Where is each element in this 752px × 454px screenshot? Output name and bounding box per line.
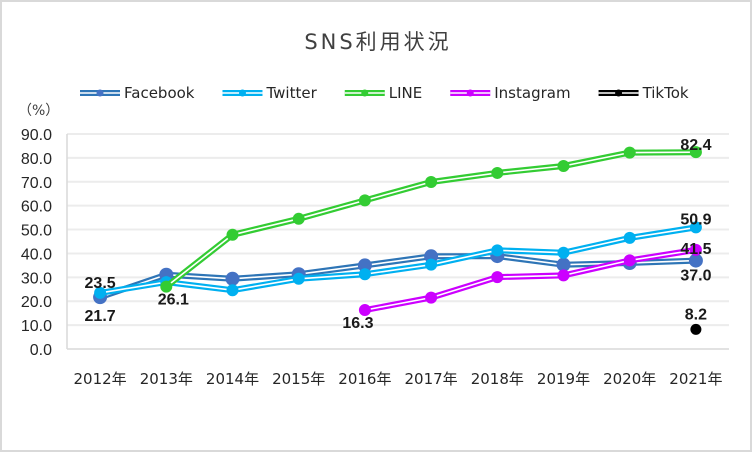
- series-tiktok: [690, 323, 702, 335]
- data-label-twitter: 23.5: [85, 275, 116, 292]
- data-point-twitter: [226, 284, 239, 297]
- series-line-gap-twitter: [99, 226, 697, 294]
- gridlines: [66, 133, 729, 350]
- legend-label-facebook: Facebook: [124, 84, 195, 102]
- x-tick-label: 2021年: [669, 370, 722, 388]
- legend-label-twitter: Twitter: [265, 84, 317, 102]
- data-point-instagram: [557, 269, 570, 282]
- series-group: [93, 146, 703, 335]
- y-tick-label: 30.0: [21, 270, 52, 287]
- y-tick-label: 0.0: [30, 342, 52, 359]
- x-tick-label: 2013年: [140, 370, 193, 388]
- y-axis-unit-label: （%）: [18, 103, 59, 119]
- data-point-twitter: [425, 258, 438, 271]
- data-label-instagram: 41.5: [680, 241, 711, 258]
- data-point-twitter: [94, 286, 107, 299]
- legend-marker-tiktok: [615, 89, 623, 97]
- data-point-facebook: [556, 257, 571, 272]
- y-tick-label: 70.0: [21, 175, 52, 192]
- legend-label-instagram: Instagram: [494, 84, 570, 102]
- series-line: [160, 146, 702, 293]
- series-line-gap-instagram: [364, 249, 697, 311]
- y-tick-label: 40.0: [21, 246, 52, 263]
- data-label-line: 26.1: [158, 292, 189, 309]
- data-point-line: [292, 212, 305, 225]
- x-tick-label: 2012年: [74, 370, 127, 388]
- legend-marker-line: [361, 89, 369, 97]
- legend-marker-facebook: [96, 89, 104, 97]
- legend-label-tiktok: TikTok: [642, 84, 689, 102]
- y-tick-label: 90.0: [21, 127, 52, 144]
- x-tick-label: 2014年: [206, 370, 259, 388]
- legend-marker-instagram: [466, 89, 474, 97]
- y-tick-label: 80.0: [21, 151, 52, 168]
- data-label-instagram: 16.3: [342, 315, 373, 332]
- legend-item-line: LINE: [344, 84, 422, 102]
- data-point-line: [623, 146, 636, 159]
- data-point-facebook: [357, 258, 372, 273]
- data-point-twitter: [689, 221, 702, 234]
- data-point-twitter: [557, 246, 570, 259]
- x-tick-label: 2016年: [338, 370, 391, 388]
- y-tick-label: 20.0: [21, 294, 52, 311]
- y-axis-ticks: 0.0 10.0 20.0 30.0 40.0 50.0 60.0 70.0 80.0 90.0: [21, 127, 52, 359]
- data-labels: 21.7 37.0 23.5 50.9 26.1 82.4 16.3 41.5 8.2: [85, 137, 712, 332]
- legend-item-tiktok: TikTok: [598, 84, 689, 102]
- data-point-instagram: [689, 243, 702, 256]
- data-point-instagram: [425, 291, 438, 304]
- data-point-twitter: [292, 272, 305, 285]
- legend-label-line: LINE: [389, 84, 422, 102]
- chart-title: SNS利用状況: [304, 30, 451, 54]
- data-point-line: [358, 194, 371, 207]
- x-tick-label: 2020年: [603, 370, 656, 388]
- data-point-line: [425, 176, 438, 189]
- data-point-facebook: [225, 271, 240, 286]
- data-point-twitter: [623, 231, 636, 244]
- y-tick-label: 60.0: [21, 199, 52, 216]
- legend-item-instagram: Instagram: [450, 84, 571, 102]
- x-tick-label: 2018年: [471, 370, 524, 388]
- data-point-tiktok: [690, 323, 702, 335]
- data-point-line: [226, 228, 239, 241]
- y-tick-label: 10.0: [21, 318, 52, 335]
- series-line-gap-facebook: [99, 255, 696, 298]
- x-tick-label: 2017年: [405, 370, 458, 388]
- data-point-twitter: [491, 244, 504, 257]
- data-label-twitter: 50.9: [680, 211, 711, 228]
- data-label-tiktok: 8.2: [685, 306, 707, 323]
- data-point-instagram: [358, 304, 371, 317]
- x-tick-label: 2015年: [272, 370, 325, 388]
- data-point-line: [689, 146, 702, 159]
- data-point-line: [557, 160, 570, 173]
- series-facebook: [93, 249, 703, 305]
- data-label-facebook: 21.7: [85, 308, 116, 325]
- y-tick-label: 50.0: [21, 223, 52, 240]
- legend-item-facebook: Facebook: [80, 84, 195, 102]
- x-tick-label: 2019年: [537, 370, 590, 388]
- data-label-line: 82.4: [680, 137, 711, 154]
- x-axis-ticks: 2012年 2013年 2014年 2015年 2016年 2017年 2018年 2019年…: [74, 370, 723, 388]
- legend-marker-twitter: [238, 89, 246, 97]
- series-instagram: [358, 243, 702, 317]
- legend: Facebook Twitter LINE Instagram TikTok: [80, 84, 689, 102]
- data-point-line: [491, 166, 504, 179]
- data-point-line: [160, 280, 173, 293]
- legend-item-twitter: Twitter: [222, 84, 318, 102]
- data-point-facebook: [688, 253, 703, 268]
- data-point-instagram: [623, 254, 636, 267]
- data-point-instagram: [491, 271, 504, 284]
- data-label-facebook: 37.0: [680, 268, 711, 285]
- data-point-twitter: [358, 268, 371, 281]
